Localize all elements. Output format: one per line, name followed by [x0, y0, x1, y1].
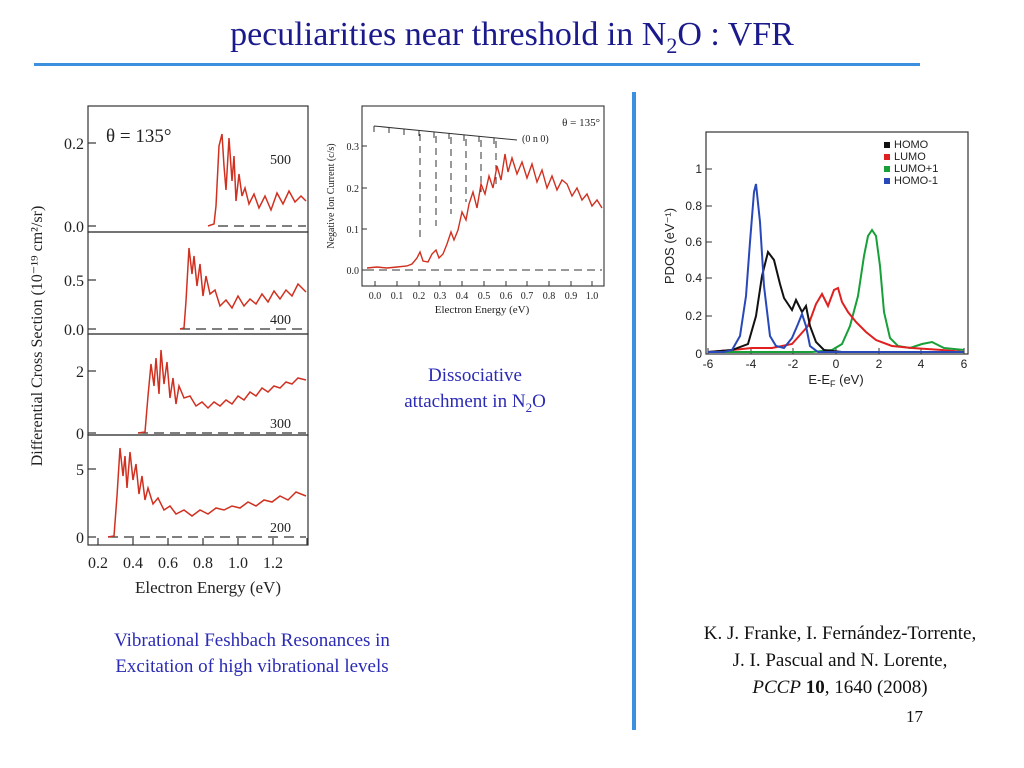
left-baselines	[108, 225, 306, 538]
mid-x-tick-1.0: 1.0	[586, 291, 599, 302]
x-tick-1.0: 1.0	[228, 555, 248, 572]
mid-y-tick-0.2: 0.2	[347, 184, 360, 195]
y-tick-p200-zero: 0	[76, 530, 84, 547]
mid-y-tick-0.1: 0.1	[347, 225, 360, 236]
mid-x-tick-0.3: 0.3	[434, 291, 447, 302]
middle-caption: Dissociative attachment in N2O	[404, 365, 546, 415]
panel-label-200: 200	[270, 521, 291, 536]
legend-homo1: HOMO-1	[894, 175, 938, 187]
reference-citation: K. J. Franke, I. Fernández-Torrente, J. …	[703, 623, 977, 698]
legend-lumo: LUMO	[894, 151, 926, 163]
right-x-tick-m2: -2	[788, 357, 799, 371]
y-tick-p300-zero: 0	[76, 426, 84, 443]
right-x-tick-0: 0	[833, 357, 840, 371]
left-curves	[107, 133, 307, 538]
middle-x-label: Electron Energy (eV)	[435, 304, 530, 316]
curve-500	[207, 133, 307, 227]
curve-lumo1	[708, 228, 965, 353]
panel-500-frame	[87, 105, 309, 233]
legend-lumo1: LUMO+1	[894, 163, 938, 175]
mid-x-tick-0.2: 0.2	[413, 291, 426, 302]
middle-y-label: Negative Ion Current (c/s)	[326, 143, 337, 248]
right-x-tick-2: 2	[876, 357, 883, 371]
left-axis-ticks	[88, 142, 308, 545]
progression-label: (0 n 0)	[522, 134, 549, 145]
legend-homo: HOMO	[894, 139, 929, 151]
mid-x-tick-0.9: 0.9	[565, 291, 578, 302]
mid-x-tick-0.7: 0.7	[521, 291, 534, 302]
mid-x-tick-0.0: 0.0	[369, 291, 382, 302]
mid-y-tick-0.0: 0.0	[347, 266, 360, 277]
curve-200	[107, 447, 307, 538]
mid-y-tick-0.3: 0.3	[347, 142, 360, 153]
right-x-label: E-EF (eV)	[808, 372, 863, 388]
curve-homo1	[708, 183, 964, 353]
right-y-tick-0.4: 0.4	[685, 271, 702, 285]
panel-label-300: 300	[270, 417, 291, 432]
right-x-tick-4: 4	[918, 357, 925, 371]
x-tick-0.6: 0.6	[158, 555, 178, 572]
right-y-tick-1: 1	[695, 162, 702, 176]
x-tick-1.2a: 1.2	[263, 555, 283, 572]
panel-label-500: 500	[270, 153, 291, 168]
right-y-tick-0: 0	[695, 347, 702, 361]
mid-x-tick-0.8: 0.8	[543, 291, 556, 302]
panel-200-frame	[87, 434, 309, 546]
y-tick-p500-top: 0.2	[64, 136, 84, 153]
x-tick-0.8: 0.8	[193, 555, 213, 572]
mid-x-tick-0.1: 0.1	[391, 291, 404, 302]
resonance-markers	[419, 134, 497, 239]
curve-300	[137, 349, 307, 434]
figure-right-pdos: HOMO LUMO LUMO+1 HOMO-1 0 0.2 0.4 0.6 0.…	[662, 131, 969, 388]
middle-curve	[366, 153, 603, 269]
y-tick-p400-top: 0.5	[64, 273, 84, 290]
y-tick-p500-zero: 0.0	[64, 219, 84, 236]
mid-x-tick-0.5: 0.5	[478, 291, 491, 302]
right-y-label: PDOS (eV⁻¹)	[662, 208, 677, 284]
slide-title: peculiarities near threshold in N2O : VF…	[230, 16, 794, 58]
right-y-tick-0.6: 0.6	[685, 235, 702, 249]
mid-x-tick-0.4: 0.4	[456, 291, 469, 302]
right-y-tick-0.8: 0.8	[685, 199, 702, 213]
x-tick-0.4: 0.4	[123, 555, 143, 572]
right-x-tick-m6: -6	[703, 357, 714, 371]
curve-lumo	[707, 286, 965, 353]
panel-label-400: 400	[270, 313, 291, 328]
right-x-tick-6: 6	[961, 357, 968, 371]
y-tick-p200-top: 5	[76, 462, 84, 479]
figure-left-cross-sections: θ = 135° 500 400 300 200 0.2 0.0 0.5 0.0…	[29, 105, 309, 597]
vertical-divider	[632, 92, 636, 730]
right-ticks	[706, 168, 965, 355]
middle-ticks	[362, 145, 593, 286]
curve-400	[179, 247, 307, 330]
mid-x-tick-0.6: 0.6	[500, 291, 513, 302]
left-x-label: Electron Energy (eV)	[135, 578, 281, 597]
title-underline	[34, 63, 920, 66]
middle-angle-label: θ = 135°	[562, 117, 600, 129]
pdos-legend: HOMO LUMO LUMO+1 HOMO-1	[884, 139, 938, 187]
x-tick-0.2: 0.2	[88, 555, 108, 572]
y-tick-p300-top: 2	[76, 364, 84, 381]
slide-number: 17	[906, 707, 923, 726]
right-x-tick-m4: -4	[746, 357, 757, 371]
left-caption: Vibrational Feshbach Resonances in Excit…	[114, 630, 390, 677]
curve-homo	[707, 249, 964, 353]
progression-ticks	[373, 126, 495, 144]
left-y-label: Differential Cross Section (10⁻¹⁹ cm²/sr…	[29, 206, 46, 467]
figure-middle-ion-current: 0.0 0.1 0.2 0.3 0.0 0.1 0.2 0.3 0.4 0.5 …	[326, 105, 605, 316]
right-y-tick-0.2: 0.2	[685, 309, 702, 323]
left-angle-label: θ = 135°	[106, 126, 171, 147]
progression-bar	[373, 125, 518, 141]
y-tick-p400-zero: 0.0	[64, 322, 84, 339]
